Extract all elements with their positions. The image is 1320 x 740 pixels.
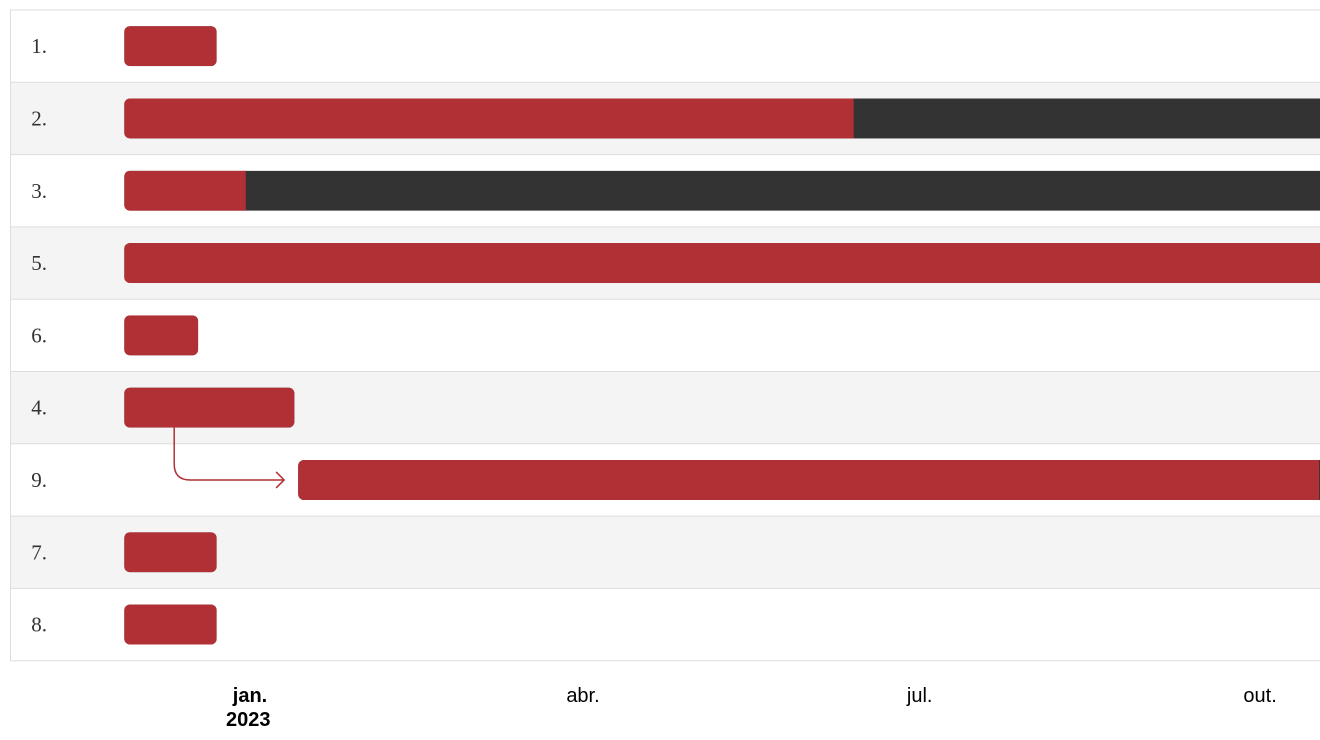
task-bar[interactable] — [124, 532, 217, 573]
task-label: 3. — [31, 179, 47, 203]
task-bar-progress[interactable] — [124, 26, 217, 67]
task-bar[interactable] — [298, 459, 1320, 500]
task-bar-progress[interactable] — [124, 243, 1320, 284]
task-bar[interactable] — [124, 170, 1320, 211]
x-tick-year-label: 2023 — [226, 709, 271, 731]
task-bar-remaining[interactable] — [124, 170, 1320, 211]
task-bar-progress[interactable] — [298, 459, 1320, 500]
task-label: 7. — [31, 540, 47, 564]
task-bar-progress[interactable] — [124, 532, 217, 573]
task-bar[interactable] — [124, 243, 1320, 284]
x-tick-label: abr. — [566, 685, 599, 707]
task-label: 8. — [31, 613, 47, 637]
x-tick-label: jan. — [232, 685, 267, 707]
dependency-line — [173, 427, 285, 481]
task-bar[interactable] — [124, 98, 1320, 139]
task-bar[interactable] — [124, 26, 217, 67]
task-bar-progress[interactable] — [124, 170, 246, 211]
x-tick-label: out. — [1243, 685, 1276, 707]
x-tick-label: jul. — [906, 685, 933, 707]
task-bar-progress[interactable] — [124, 604, 217, 645]
task-bar-progress[interactable] — [124, 315, 199, 356]
task-bar-progress[interactable] — [124, 387, 295, 428]
task-label: 4. — [31, 396, 47, 420]
task-label: 6. — [31, 323, 47, 347]
task-label: 9. — [31, 468, 47, 492]
task-label: 1. — [31, 34, 47, 58]
task-bar[interactable] — [124, 604, 217, 645]
task-bar[interactable] — [124, 315, 199, 356]
task-label: 5. — [31, 251, 47, 275]
task-bar-progress[interactable] — [124, 98, 854, 139]
row-background — [10, 516, 1320, 589]
task-label: 2. — [31, 106, 47, 130]
dependency-arrowhead — [275, 471, 286, 489]
task-bar[interactable] — [124, 387, 295, 428]
